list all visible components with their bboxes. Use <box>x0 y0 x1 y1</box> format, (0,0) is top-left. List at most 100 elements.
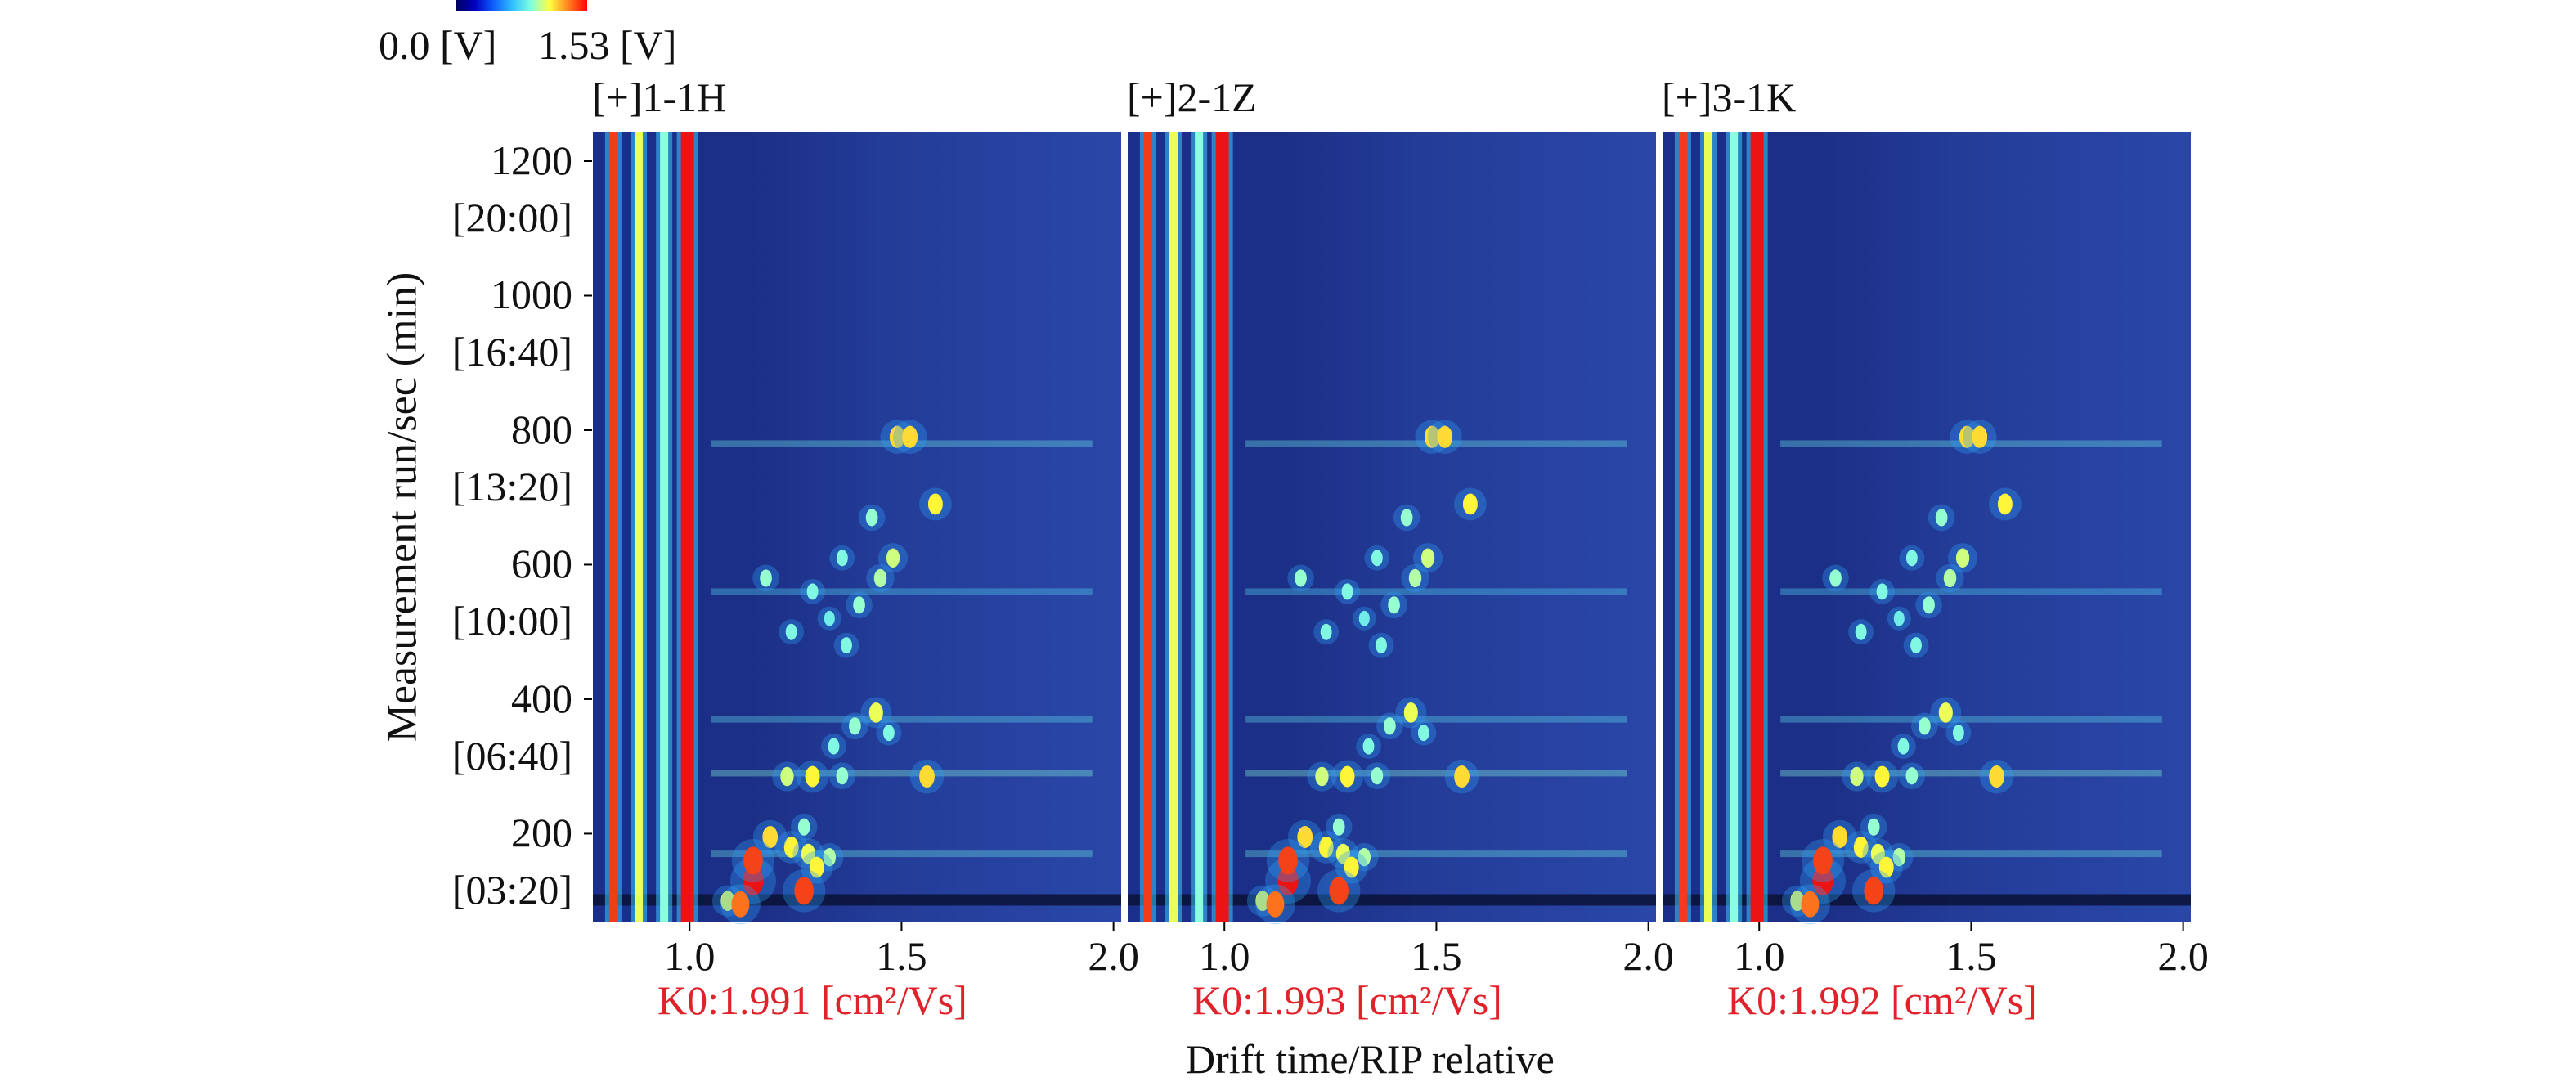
peak <box>1403 702 1418 723</box>
x-tick-label: 1.5 <box>1411 933 1462 979</box>
k0-label: K0:1.993 [cm²/Vs] <box>1192 977 1502 1023</box>
y-tick-label: 1000 <box>491 272 572 318</box>
vertical-band <box>1678 131 1687 922</box>
y-tick-time-label: [03:20] <box>451 867 572 913</box>
peak <box>1297 826 1313 849</box>
peak <box>1943 568 1957 588</box>
horizontal-streak <box>1245 770 1627 777</box>
peak <box>720 891 735 912</box>
peak <box>865 509 878 527</box>
peak <box>1278 846 1298 875</box>
colorbar-min-label: 0.0 [V] <box>379 22 497 68</box>
peak <box>841 637 852 654</box>
vertical-band <box>1750 131 1764 922</box>
peak <box>1910 637 1922 654</box>
heatmap-panel-3 <box>1661 130 2192 931</box>
peak <box>1408 568 1422 588</box>
y-tick-time-label: [16:40] <box>451 329 572 375</box>
peak <box>1832 826 1848 849</box>
vertical-band <box>1195 131 1204 922</box>
peak <box>743 865 764 896</box>
peak <box>1340 765 1355 788</box>
peak <box>853 596 865 614</box>
y-tick-label: 600 <box>511 541 572 587</box>
peak <box>1997 493 2013 515</box>
peak <box>1371 767 1384 785</box>
panel-border <box>1661 130 2192 923</box>
peak <box>1850 766 1864 787</box>
peak <box>1420 548 1435 568</box>
horizontal-streak <box>711 588 1093 595</box>
peak <box>783 836 799 858</box>
vertical-band <box>680 131 694 922</box>
peak <box>1384 717 1396 735</box>
peak <box>1893 610 1905 626</box>
peak <box>836 767 849 785</box>
peak <box>1878 856 1894 878</box>
peak <box>889 425 905 448</box>
y-tick-time-label: [20:00] <box>451 195 572 240</box>
peak <box>836 550 848 567</box>
peak <box>785 623 797 640</box>
peak <box>1454 765 1470 788</box>
peak <box>1864 877 1883 905</box>
peak <box>868 702 883 723</box>
peak <box>1972 425 1988 448</box>
x-tick-label: 2.0 <box>1622 933 1674 979</box>
horizontal-streak <box>1780 716 2162 723</box>
k0-label: K0:1.991 [cm²/Vs] <box>657 977 967 1023</box>
peak <box>1867 818 1880 836</box>
peak <box>1938 702 1953 723</box>
peak <box>1923 596 1935 614</box>
x-tick-label: 1.5 <box>1945 933 1997 979</box>
peak <box>1358 848 1371 867</box>
vertical-band <box>660 131 669 922</box>
peak <box>1813 846 1833 875</box>
peak <box>1437 425 1453 448</box>
panel-title: [+]1-1H <box>592 74 727 120</box>
peak <box>1335 843 1350 864</box>
k0-label: K0:1.992 [cm²/Vs] <box>1727 977 2037 1023</box>
vertical-band <box>1730 131 1739 922</box>
vertical-band <box>1143 131 1152 922</box>
peak <box>873 568 887 588</box>
peak <box>1829 569 1842 587</box>
peak <box>927 493 943 515</box>
peak <box>760 569 772 587</box>
colorbar-strip <box>456 0 587 11</box>
peak <box>1790 891 1805 912</box>
x-tick-label: 1.0 <box>663 933 716 979</box>
y-tick-label: 400 <box>511 675 572 721</box>
horizontal-streak <box>711 850 1093 858</box>
vertical-band <box>1704 131 1713 922</box>
colorbar-max-label: 1.53 [V] <box>538 22 677 68</box>
peak <box>797 818 810 836</box>
peak <box>1388 596 1400 614</box>
peak <box>780 766 794 787</box>
panel-border <box>591 130 1123 923</box>
peak <box>902 425 918 448</box>
peak <box>809 856 824 878</box>
horizontal-streak <box>711 716 1093 723</box>
peak <box>1989 765 2004 788</box>
x-tick-label: 2.0 <box>2157 933 2209 979</box>
peak <box>805 765 820 788</box>
peak <box>823 848 837 867</box>
peak <box>1417 725 1429 742</box>
peak <box>1315 766 1329 787</box>
y-tick-time-label: [10:00] <box>451 598 572 644</box>
peak <box>1905 767 1919 785</box>
peak <box>1400 509 1413 527</box>
peak <box>1462 493 1478 515</box>
peak <box>1376 637 1387 654</box>
y-tick-label: 200 <box>511 810 572 856</box>
peak <box>801 843 815 864</box>
peak <box>824 610 835 626</box>
peak <box>1876 583 1888 600</box>
peak <box>1801 891 1820 918</box>
peak <box>886 548 900 568</box>
peak <box>1905 550 1918 567</box>
peak <box>882 725 895 742</box>
horizontal-streak <box>1245 588 1627 595</box>
